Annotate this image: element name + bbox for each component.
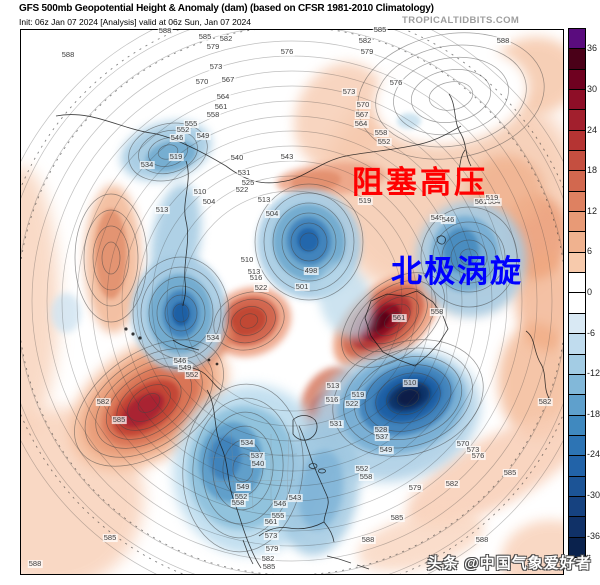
colorbar-segment [569, 151, 585, 172]
colorbar-tick-label: -24 [587, 449, 600, 460]
colorbar-tick-label: 36 [587, 43, 598, 54]
colorbar-segment [569, 354, 585, 375]
colorbar-segment [569, 456, 585, 477]
colorbar-segment [569, 110, 585, 131]
colorbar-tick-label: 6 [587, 246, 593, 257]
colorbar-segment [569, 374, 585, 396]
colorbar-segment [569, 395, 585, 416]
colorbar-tick-label: -6 [587, 327, 596, 338]
colorbar-segment [569, 212, 585, 233]
anomaly-colorbar [568, 28, 586, 558]
colorbar-segment [569, 130, 585, 152]
colorbar-segment [569, 537, 585, 557]
colorbar-tick-label: -18 [587, 408, 600, 419]
colorbar-segment [569, 273, 585, 294]
colorbar-segment [569, 476, 585, 497]
colorbar-tick-labels: 36 30 24 18 12 6 0 -6 -12 -18 -24 -30 -36 [587, 28, 600, 556]
colorbar-tick-label: -30 [587, 490, 600, 501]
colorbar-segment [569, 252, 585, 274]
colorbar-segment [569, 293, 585, 314]
state-borders [206, 429, 298, 512]
colorbar-tick-label: 12 [587, 205, 598, 216]
colorbar-segment [569, 435, 585, 457]
colorbar-segment [569, 517, 585, 538]
colorbar-tick-label: 0 [587, 287, 593, 297]
colorbar-tick-label: 18 [587, 165, 598, 176]
colorbar-segment [569, 29, 585, 50]
chart-title: GFS 500mb Geopotential Height & Anomaly … [19, 3, 434, 14]
map-graphic [21, 30, 563, 574]
colorbar-tick-label: 24 [587, 124, 598, 135]
colorbar-segment [569, 69, 585, 91]
colorbar-tick-label: 30 [587, 83, 598, 94]
colorbar-segment [569, 232, 585, 253]
init-valid-line: Init: 06z Jan 07 2024 [Analysis] valid a… [19, 17, 252, 27]
warm-anomaly-shading [21, 37, 563, 574]
colorbar-segment [569, 496, 585, 518]
colorbar-tick-label: -12 [587, 368, 600, 379]
colorbar-segment [569, 90, 585, 111]
colorbar-segment [569, 415, 585, 436]
colorbar-segment [569, 171, 585, 192]
colorbar-segment [569, 49, 585, 70]
colorbar-tick-label: -36 [587, 530, 600, 541]
colorbar-segment [569, 191, 585, 213]
colorbar-segment [569, 334, 585, 355]
colorbar-segment [569, 313, 585, 335]
map-area [20, 29, 564, 575]
site-watermark: TROPICALTIDBITS.COM [402, 15, 520, 26]
cold-anomaly-shading [51, 113, 526, 556]
